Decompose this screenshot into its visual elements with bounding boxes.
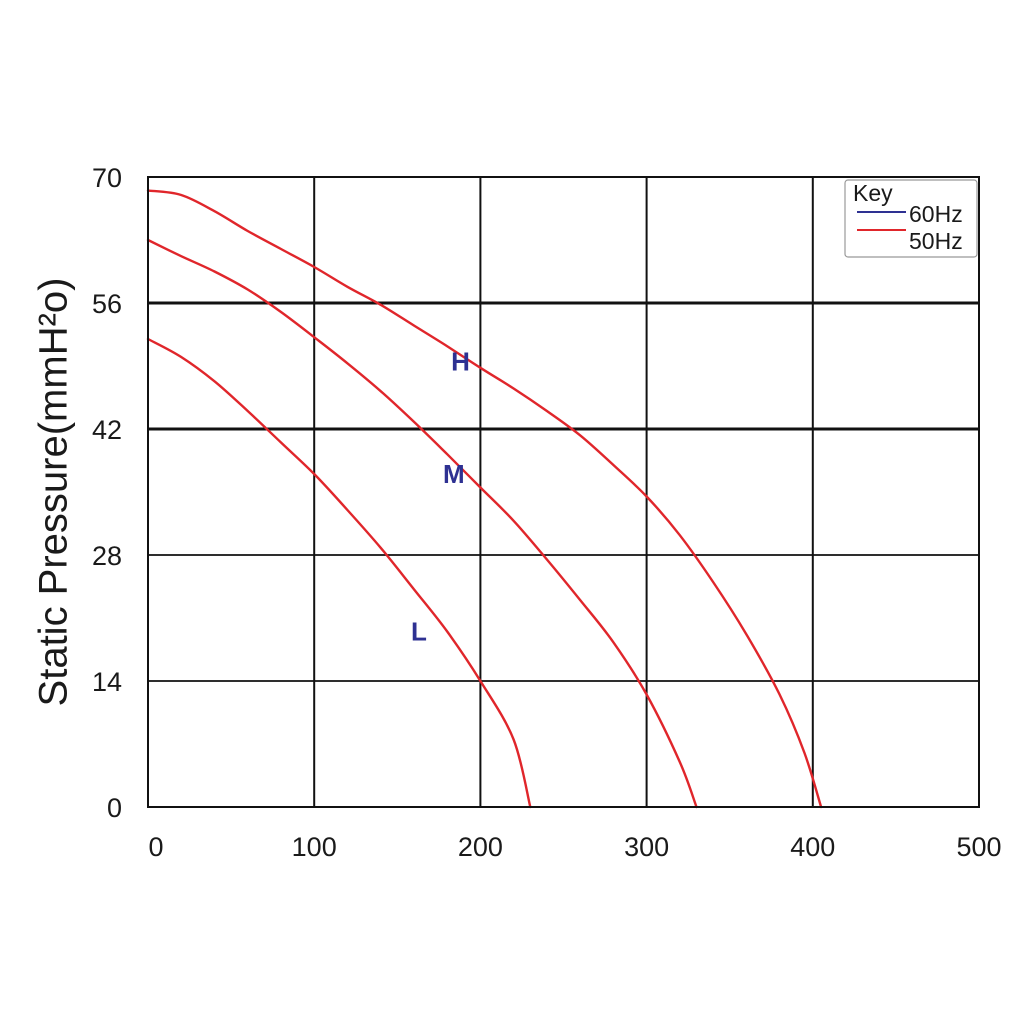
legend-entry-50hz: 50Hz	[909, 228, 963, 254]
y-axis-label: Static Pressure(mmH²o)	[32, 278, 76, 707]
legend-title: Key	[853, 180, 893, 206]
x-tick-label: 100	[292, 832, 337, 862]
y-tick-label: 28	[92, 541, 122, 571]
curve-label-m: M	[443, 459, 465, 489]
series-line-h	[146, 189, 823, 809]
y-tick-label: 70	[92, 163, 122, 193]
x-tick-label: 500	[956, 832, 1001, 862]
plot-frame	[147, 176, 980, 808]
legend-box	[844, 179, 978, 258]
series-line-m	[146, 238, 698, 809]
x-tick-label: 0	[148, 832, 163, 862]
curve-label-l: L	[411, 617, 427, 647]
grid	[148, 177, 979, 807]
y-tick-label: 14	[92, 667, 122, 697]
y-tick-label: 56	[92, 289, 122, 319]
curve-labels: H M L	[411, 347, 470, 647]
x-tick-label: 300	[624, 832, 669, 862]
series-line-l	[146, 337, 532, 809]
x-tick-label: 200	[458, 832, 503, 862]
series-curves	[146, 189, 823, 809]
axis-ticks: 0 14 28 42 56 70 0 100 200 300 400 500	[92, 163, 1002, 862]
curve-label-h: H	[451, 347, 470, 377]
y-tick-label: 42	[92, 415, 122, 445]
legend: Key 60Hz 50Hz	[844, 179, 978, 258]
x-tick-label: 400	[790, 832, 835, 862]
legend-entry-60hz: 60Hz	[909, 201, 963, 227]
y-tick-label: 0	[107, 793, 122, 823]
